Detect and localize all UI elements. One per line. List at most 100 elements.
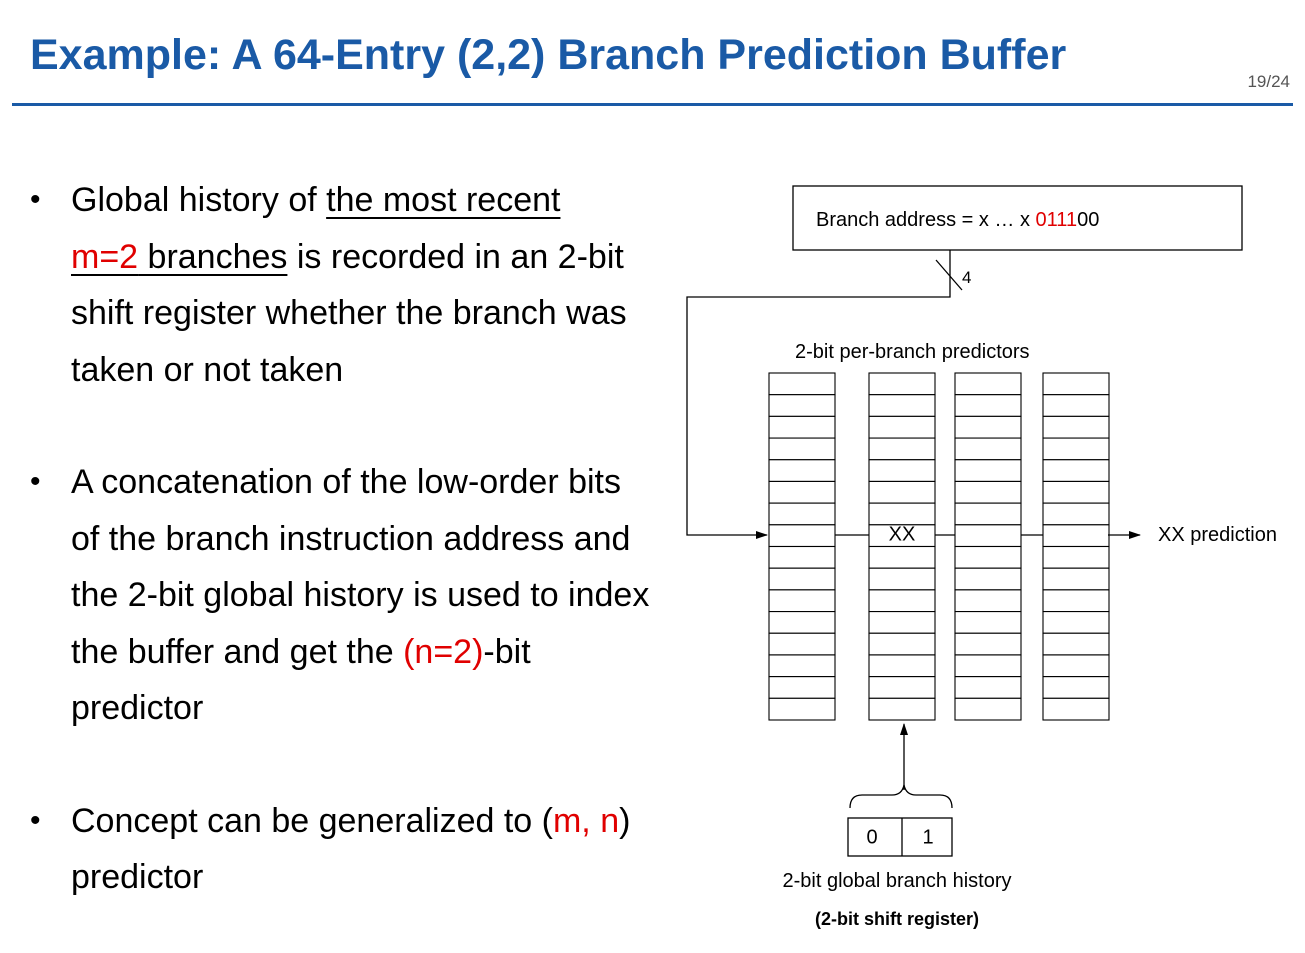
page-number: 19/24 <box>1247 72 1290 91</box>
predictor-columns: XX <box>768 372 1110 721</box>
history-bit-1: 1 <box>922 826 933 848</box>
predictor-entry <box>768 459 836 482</box>
branch-address-label: Branch address = x … x 011100 <box>816 209 1099 231</box>
predictor-entry <box>768 415 836 439</box>
bullet-dot: • <box>30 465 41 498</box>
bullet-text: Concept can be generalized to ( <box>71 801 553 840</box>
bullet-generalization: • Concept can be generalized to (m, n) p… <box>30 793 650 906</box>
predictor-column <box>1042 372 1110 721</box>
predictor-entry <box>954 480 1022 504</box>
prediction-label: XX prediction <box>1158 524 1277 546</box>
predictor-entry <box>1042 545 1110 569</box>
title-divider <box>12 103 1293 106</box>
predictor-entry <box>954 632 1022 656</box>
selected-entry-label: XX <box>889 523 916 545</box>
index-path-arrow <box>686 250 951 539</box>
predictor-entry <box>954 437 1022 461</box>
bullet-text: ) predictor <box>71 801 631 897</box>
bullet-text: -bit predictor <box>71 632 531 728</box>
predictor-entry <box>868 589 936 613</box>
predictor-entry <box>954 502 1022 526</box>
shift-register-label: (2-bit shift register) <box>815 909 979 929</box>
predictor-entry <box>768 676 836 699</box>
predictor-entry <box>868 415 936 439</box>
predictor-entry <box>1042 437 1110 461</box>
predictor-entry <box>1042 611 1110 634</box>
selected-entry-bg <box>871 526 933 544</box>
predictor-entry <box>1042 372 1110 396</box>
predictor-entry <box>768 372 836 396</box>
bullet-dot: • <box>30 183 41 216</box>
predictor-entry <box>868 545 936 569</box>
predictor-entry <box>954 545 1022 569</box>
predictor-entry <box>768 545 836 569</box>
highlight-n: (n=2) <box>403 632 484 671</box>
predictor-column <box>768 372 836 721</box>
predictor-entry <box>954 567 1022 591</box>
predictor-entry <box>1042 654 1110 678</box>
underlined-phrase: the most recent <box>326 181 561 219</box>
predictor-entry <box>954 415 1022 439</box>
predictor-entry <box>1042 524 1110 548</box>
bullet-text: A concatenation of the low-order bits of… <box>71 463 650 671</box>
history-bit-0: 0 <box>866 826 877 848</box>
predictor-entry <box>768 524 836 548</box>
predictor-entry <box>954 611 1022 634</box>
bus-width-label: 4 <box>962 268 971 287</box>
bullet-dot: • <box>30 803 41 837</box>
predictor-entry <box>954 697 1022 721</box>
predictor-entry <box>954 654 1022 678</box>
predictor-entry <box>768 394 836 417</box>
branch-address-box <box>792 185 1243 251</box>
predictor-entry <box>954 676 1022 699</box>
history-label: 2-bit global branch history <box>782 870 1011 892</box>
predictor-column <box>868 372 936 721</box>
history-brace <box>849 784 953 809</box>
bullet-list: • Global history of the most recent m=2 b… <box>30 172 650 906</box>
predictor-entry <box>868 697 936 721</box>
bullet-text: branches <box>138 237 288 276</box>
predictor-entry <box>868 676 936 699</box>
predictor-entry <box>1042 480 1110 504</box>
predictor-entry <box>954 372 1022 396</box>
predictor-entry <box>954 589 1022 613</box>
bullet-global-history: • Global history of the most recent m=2 b… <box>30 172 650 398</box>
predictor-entry <box>1042 459 1110 482</box>
predictors-label: 2-bit per-branch predictors <box>795 341 1030 363</box>
predictor-entry <box>1042 567 1110 591</box>
predictor-entry <box>954 394 1022 417</box>
bullet-concatenation: • A concatenation of the low-order bits … <box>30 454 650 737</box>
predictor-entry <box>1042 589 1110 613</box>
predictor-entry <box>768 437 836 461</box>
predictor-entry <box>868 632 936 656</box>
bullet-text: is recorded in an 2-bit shift register w… <box>71 237 627 389</box>
highlight-m: m=2 <box>71 237 139 276</box>
predictor-entry <box>868 459 936 482</box>
predictor-entry <box>868 502 936 526</box>
highlight-mn: m, n <box>552 801 620 840</box>
predictor-entry <box>768 589 836 613</box>
underlined-phrase: m=2 branches <box>71 238 287 276</box>
predictor-entry <box>868 567 936 591</box>
predictor-entry <box>768 502 836 526</box>
predictor-entry <box>768 654 836 678</box>
predictor-entry <box>868 437 936 461</box>
predictor-entry <box>768 697 836 721</box>
predictor-entry <box>768 567 836 591</box>
predictor-column <box>954 372 1022 721</box>
predictor-entry <box>868 394 936 417</box>
predictor-entry <box>1042 632 1110 656</box>
bus-width-slash <box>935 259 963 291</box>
predictor-entry <box>954 524 1022 548</box>
predictor-entry <box>1042 394 1110 417</box>
predictor-entry <box>1042 697 1110 721</box>
predictor-entry <box>768 632 836 656</box>
predictor-entry <box>954 459 1022 482</box>
predictor-entry <box>868 480 936 504</box>
predictor-entry <box>768 611 836 634</box>
predictor-entry <box>1042 502 1110 526</box>
predictor-entry <box>768 480 836 504</box>
predictor-entry <box>868 372 936 396</box>
shift-register-box <box>847 817 953 857</box>
